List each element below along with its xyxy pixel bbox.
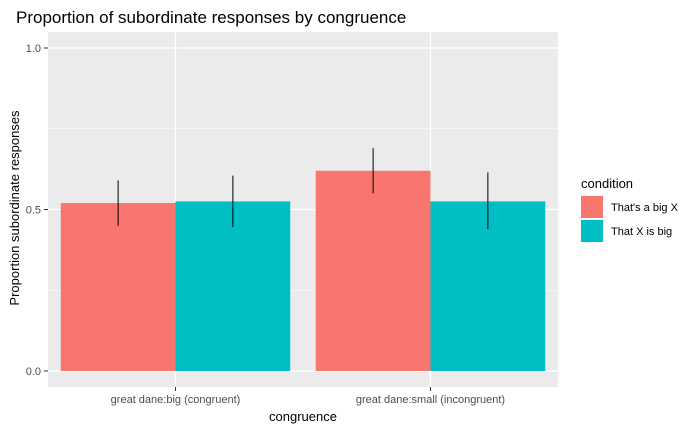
bar [430, 201, 546, 371]
legend-key [581, 220, 603, 242]
bar [175, 201, 291, 371]
legend-label: That X is big [611, 226, 672, 238]
legend: condition That's a big X That X is big [581, 176, 679, 242]
y-tick-label: 1.0 [26, 43, 41, 55]
y-axis-title: Proportion subordinate responses [7, 110, 22, 306]
legend-title: condition [581, 176, 633, 191]
legend-label: That's a big X [611, 202, 679, 214]
bar [315, 170, 431, 371]
bar [60, 203, 176, 371]
y-tick-label: 0.0 [26, 366, 41, 378]
x-axis-title: congruence [269, 409, 337, 424]
legend-items: That's a big X That X is big [581, 196, 679, 242]
chart-title: Proportion of subordinate responses by c… [16, 8, 406, 27]
bars [60, 170, 546, 371]
legend-key [581, 196, 603, 218]
x-tick-label: great dane:big (congruent) [111, 394, 241, 406]
x-tick-label: great dane:small (incongruent) [356, 394, 505, 406]
x-axis: great dane:big (congruent) great dane:sma… [111, 387, 505, 406]
y-axis: 0.0 0.5 1.0 [26, 43, 48, 378]
y-tick-label: 0.5 [26, 205, 41, 217]
error-bars [117, 148, 489, 229]
